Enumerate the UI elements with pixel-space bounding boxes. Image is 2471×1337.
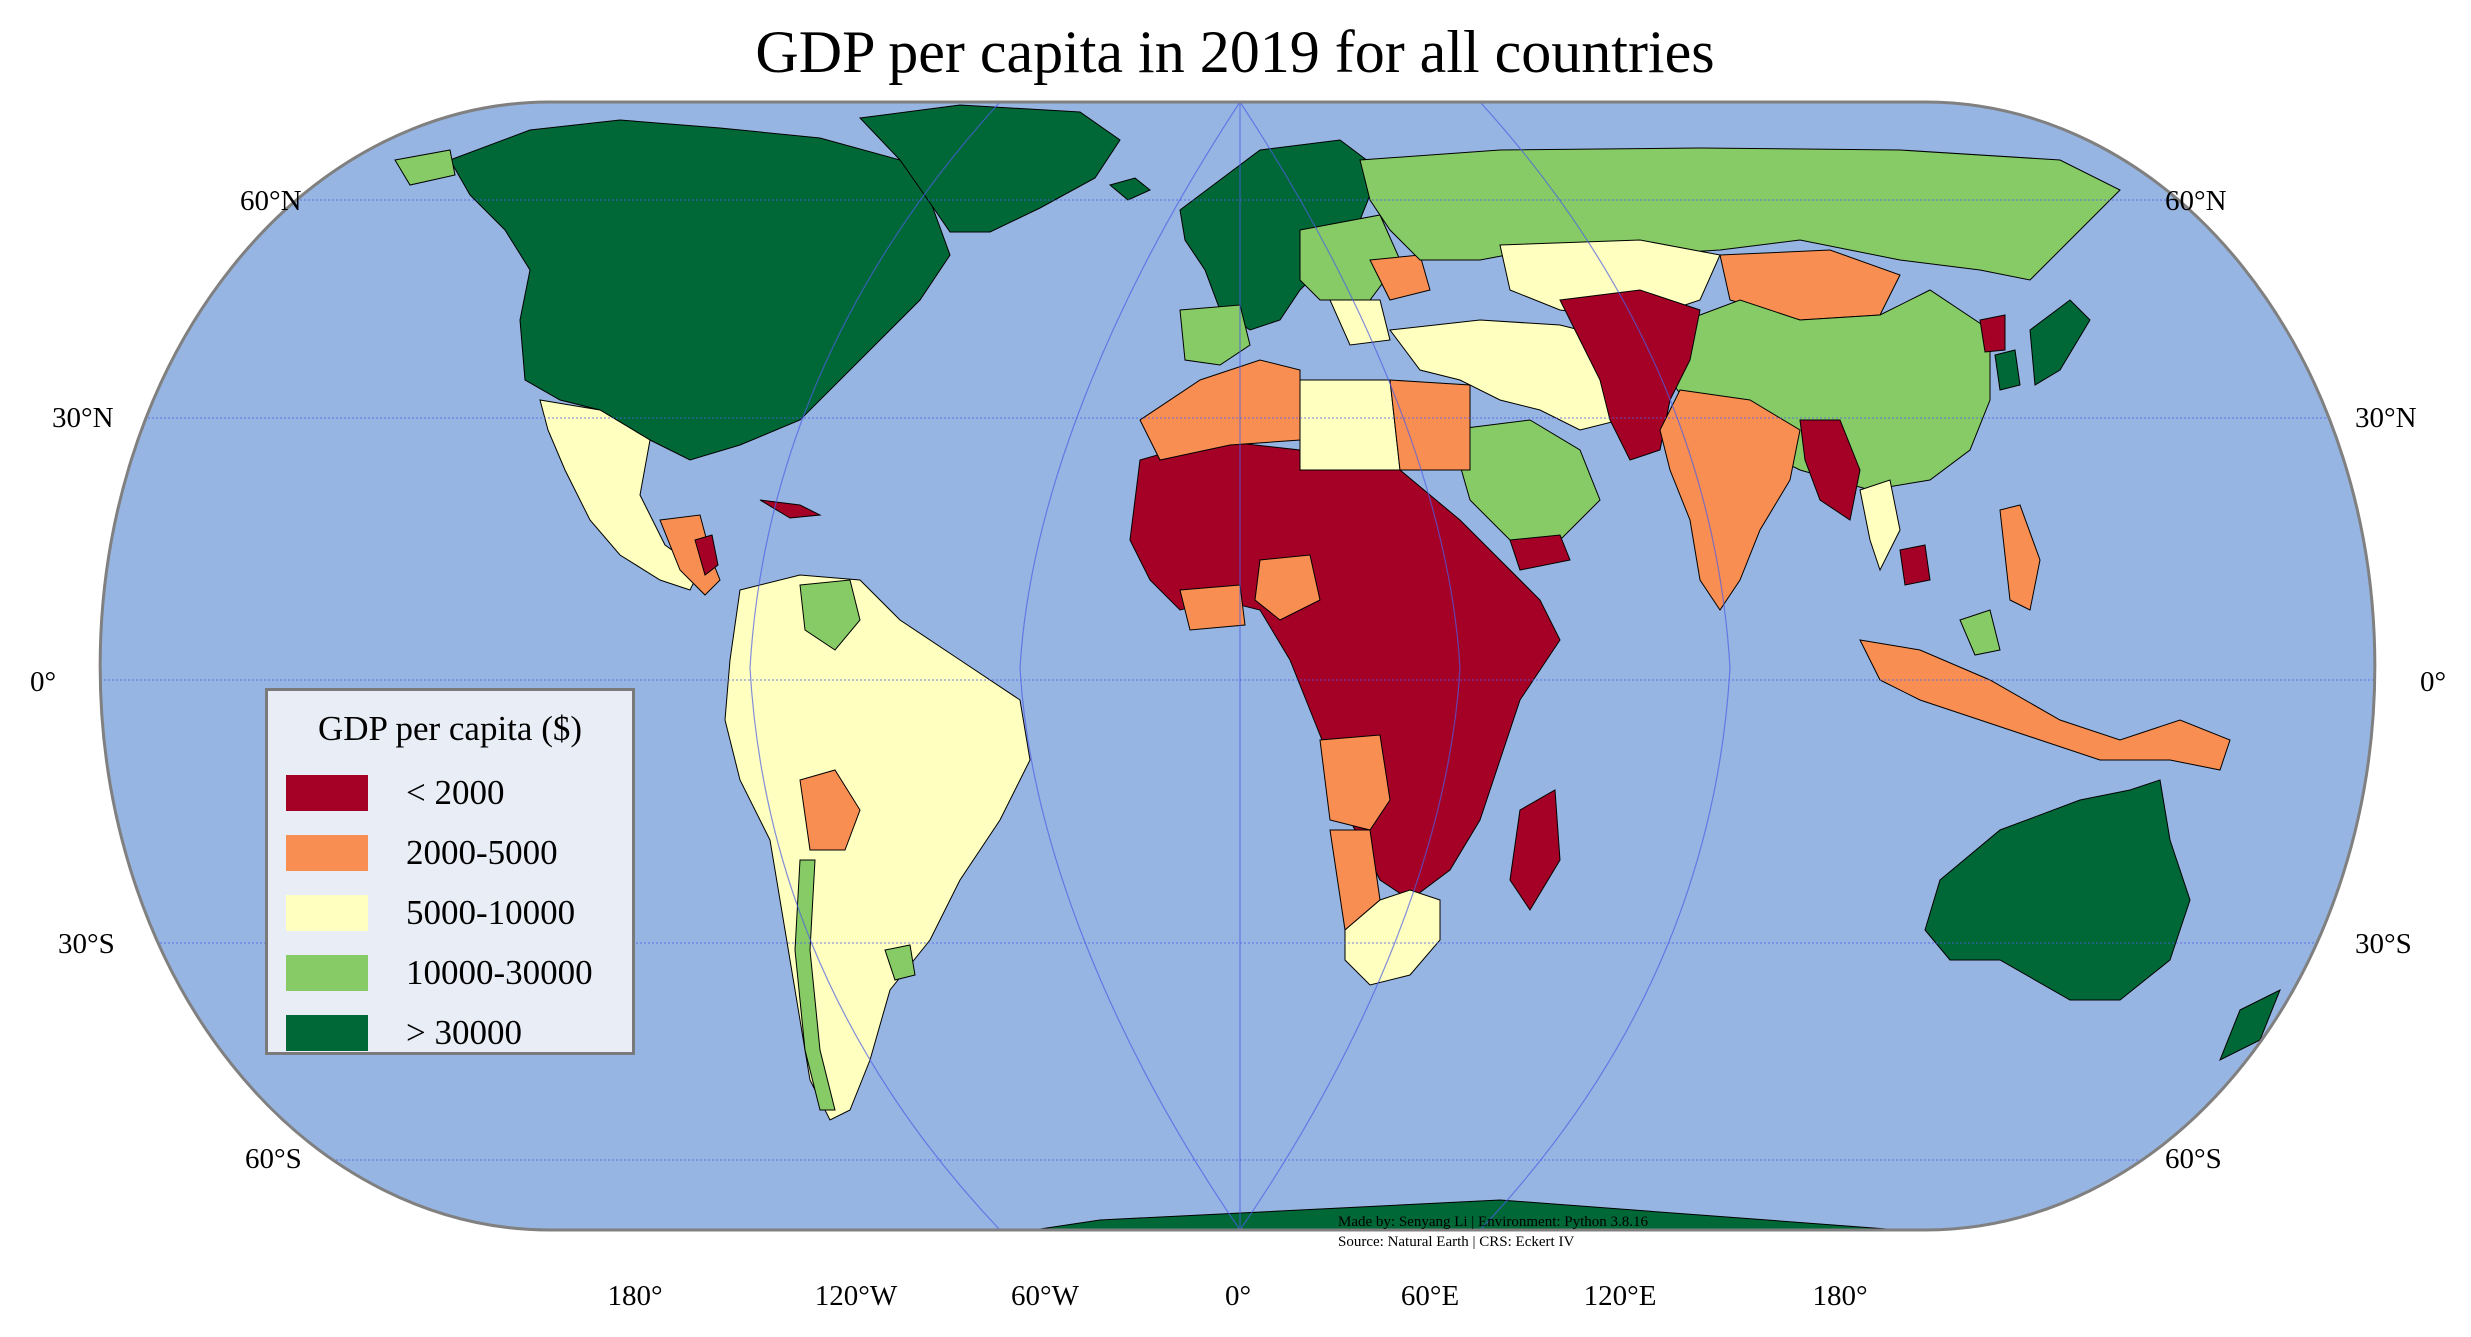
country-egypt <box>1389 379 1471 471</box>
lat-label-60s-right: 60°S <box>2165 1143 2222 1175</box>
legend-label: < 2000 <box>406 773 505 812</box>
map-title: GDP per capita in 2019 for all countries <box>755 19 1714 85</box>
legend-item: < 2000 <box>286 771 626 817</box>
lat-label-30n-left: 30°N <box>52 402 114 434</box>
legend-swatch-high <box>286 955 368 991</box>
lat-label-eq-left: 0° <box>30 666 56 698</box>
lat-label-60n-left: 60°N <box>240 185 302 217</box>
credit-author: Made by: Senyang Li | Environment: Pytho… <box>1338 1214 1649 1230</box>
legend-label: 2000-5000 <box>406 833 558 872</box>
legend-item: 10000-30000 <box>286 951 626 997</box>
country-ukraine <box>1369 254 1431 301</box>
country-nigeria <box>1254 554 1321 621</box>
country-iceland <box>1108 177 1151 201</box>
credit-source: Source: Natural Earth | CRS: Eckert IV <box>1338 1234 1575 1250</box>
country-turkey-iran-uppermiddle <box>1389 319 1641 431</box>
legend-label: > 30000 <box>406 1013 522 1052</box>
legend-swatch-lower-middle <box>286 835 368 871</box>
country-madagascar <box>1509 789 1561 911</box>
country-ghana-ivory-coast <box>1179 584 1246 631</box>
country-philippines <box>1999 504 2041 611</box>
country-chile <box>794 859 836 1111</box>
country-myanmar-nepal-red <box>1799 419 1861 521</box>
lon-label-180e: 180° <box>1812 1280 1867 1312</box>
lon-label-120e: 120°E <box>1584 1280 1657 1312</box>
country-botswana-south-africa <box>1344 889 1441 986</box>
country-greenland-high-income <box>858 104 1121 233</box>
country-bolivia <box>799 769 861 851</box>
country-australia <box>1924 779 2191 1001</box>
country-balkans-uppermiddle <box>1329 299 1391 346</box>
legend-title: GDP per capita ($) <box>317 709 583 748</box>
country-thailand <box>1859 479 1901 572</box>
country-japan <box>2029 299 2091 386</box>
lat-label-60n-right: 60°N <box>2165 185 2227 217</box>
country-cambodia-red <box>1899 544 1931 586</box>
country-mexico <box>539 399 701 591</box>
legend-label: 10000-30000 <box>406 953 593 992</box>
country-angola <box>1319 734 1391 831</box>
country-india <box>1659 389 1801 611</box>
country-malaysia <box>1959 609 2001 656</box>
legend-swatch-very-high <box>286 1015 368 1051</box>
meridians <box>749 102 1731 1230</box>
country-uruguay <box>884 944 916 981</box>
country-antarctica <box>559 1199 2201 1230</box>
lon-label-0: 0° <box>1225 1280 1251 1312</box>
country-korea-south <box>1994 349 2021 391</box>
country-honduras-red <box>694 534 719 576</box>
country-indonesia <box>1859 639 2231 771</box>
country-alaska-lightgreen <box>394 149 456 186</box>
lat-label-30s-right: 30°S <box>2355 928 2412 960</box>
legend: GDP per capita ($) < 2000 2000-5000 5000… <box>265 688 635 1055</box>
country-korea-north <box>1979 314 2006 353</box>
legend-item: > 30000 <box>286 1011 626 1057</box>
lat-label-eq-right: 0° <box>2420 666 2446 698</box>
country-europe-high-income <box>1179 139 1381 331</box>
country-russia <box>1359 147 2121 281</box>
lon-label-120w: 120°W <box>815 1280 898 1312</box>
lon-label-60w: 60°W <box>1011 1280 1080 1312</box>
legend-swatch-upper-middle <box>286 895 368 931</box>
map-frame <box>98 100 2377 1232</box>
country-saudi-arabia <box>1449 419 1601 541</box>
lon-label-60e: 60°E <box>1401 1280 1459 1312</box>
country-guyana-lightgreen <box>799 579 861 651</box>
legend-swatch-low <box>286 775 368 811</box>
lat-label-60s-left: 60°S <box>245 1143 302 1175</box>
lon-label-180w: 180° <box>607 1280 662 1312</box>
legend-label: 5000-10000 <box>406 893 576 932</box>
legend-item: 5000-10000 <box>286 891 626 937</box>
country-iberia-lightgreen <box>1179 304 1251 366</box>
lat-label-30n-right: 30°N <box>2355 402 2417 434</box>
country-libya-algeria-uppermiddle <box>1299 379 1401 471</box>
map-content <box>100 102 2375 1230</box>
lat-label-30s-left: 30°S <box>58 928 115 960</box>
country-yemen <box>1509 534 1571 571</box>
legend-item: 2000-5000 <box>286 831 626 877</box>
country-north-america-high-income <box>449 119 951 461</box>
